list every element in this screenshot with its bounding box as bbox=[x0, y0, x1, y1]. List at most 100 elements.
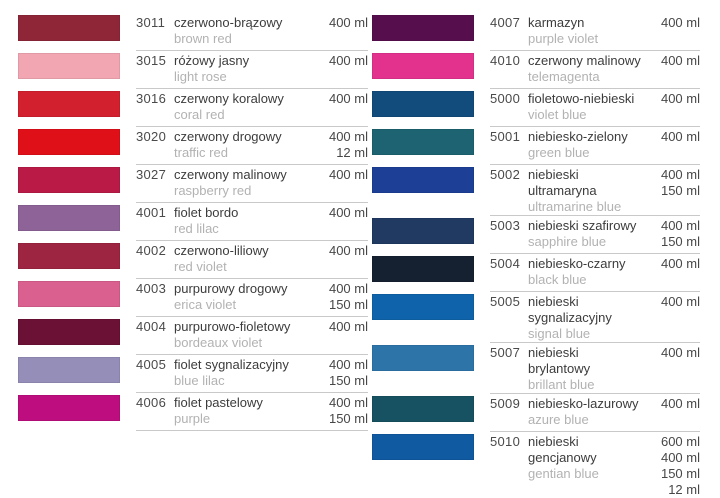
volume-list: 400 ml bbox=[310, 205, 368, 240]
color-name-english: sapphire blue bbox=[528, 234, 607, 249]
color-name-polish: purpurowy drogowy bbox=[174, 281, 288, 296]
color-row-info: 4006 fiolet pastelowy purple 400 ml 150 m… bbox=[136, 393, 368, 431]
color-name-polish: fiolet sygnalizacyjny bbox=[174, 357, 289, 372]
color-row: 4005 fiolet sygnalizacyjny blue lilac 40… bbox=[18, 355, 368, 393]
volume-list: 400 ml bbox=[310, 167, 368, 202]
color-name-polish: czerwony koralowy bbox=[174, 91, 284, 106]
volume-list: 400 ml bbox=[642, 91, 700, 126]
color-name-english: ultramarine blue bbox=[528, 199, 622, 214]
color-row-info: 5009 niebiesko-lazurowy azure blue 400 m… bbox=[490, 394, 700, 432]
volume-label: 400 ml bbox=[660, 218, 700, 233]
color-name-polish: niebieski brylantowy bbox=[528, 345, 591, 376]
color-row: 5004 niebiesko-czarny black blue 400 ml bbox=[372, 254, 700, 292]
volume-list: 400 ml bbox=[642, 129, 700, 164]
color-row-info: 4004 purpurowo-fioletowy bordeaux violet… bbox=[136, 317, 368, 355]
color-row-info: 4007 karmazyn purple violet 400 ml bbox=[490, 13, 700, 51]
volume-label: 150 ml bbox=[328, 373, 368, 388]
color-name-english: azure blue bbox=[528, 412, 589, 427]
volume-label: 400 ml bbox=[328, 15, 368, 30]
volume-label: 600 ml bbox=[660, 434, 700, 449]
color-name-polish: karmazyn bbox=[528, 15, 585, 30]
color-row-info: 5002 niebieski ultramaryna ultramarine b… bbox=[490, 165, 700, 216]
volume-label: 400 ml bbox=[660, 167, 700, 182]
color-row-info: 3011 czerwono-brązowy brown red 400 ml bbox=[136, 13, 368, 51]
volume-list: 400 ml bbox=[310, 53, 368, 88]
color-name-polish: niebieski ultramaryna bbox=[528, 167, 597, 198]
color-row: 3015 różowy jasny light rose 400 ml bbox=[18, 51, 368, 89]
color-name-polish: niebieski sygnalizacyjny bbox=[528, 294, 612, 325]
color-code: 5001 bbox=[490, 129, 521, 144]
color-row: 3027 czerwony malinowy raspberry red 400… bbox=[18, 165, 368, 203]
volume-list: 400 ml bbox=[310, 91, 368, 126]
volume-label: 400 ml bbox=[328, 395, 368, 410]
color-names: różowy jasny light rose bbox=[174, 53, 310, 88]
color-name-english: violet blue bbox=[528, 107, 587, 122]
color-row-info: 4001 fiolet bordo red lilac 400 ml bbox=[136, 203, 368, 241]
color-row-info: 5005 niebieski sygnalizacyjny signal blu… bbox=[490, 292, 700, 343]
color-code: 4006 bbox=[136, 395, 167, 410]
color-row-info: 4005 fiolet sygnalizacyjny blue lilac 40… bbox=[136, 355, 368, 393]
color-name-polish: różowy jasny bbox=[174, 53, 250, 68]
color-row-info: 3016 czerwony koralowy coral red 400 ml bbox=[136, 89, 368, 127]
color-row-info: 4002 czerwono-liliowy red violet 400 ml bbox=[136, 241, 368, 279]
volume-label: 150 ml bbox=[328, 297, 368, 312]
color-names: karmazyn purple violet bbox=[528, 15, 642, 50]
color-code: 3027 bbox=[136, 167, 167, 182]
color-name-polish: fiolet pastelowy bbox=[174, 395, 263, 410]
color-code: 4002 bbox=[136, 243, 167, 258]
volume-label: 400 ml bbox=[328, 53, 368, 68]
color-code: 5000 bbox=[490, 91, 521, 106]
color-name-english: purple violet bbox=[528, 31, 599, 46]
color-name-english: telemagenta bbox=[528, 69, 600, 84]
color-name-english: red lilac bbox=[174, 221, 219, 236]
color-name-english: light rose bbox=[174, 69, 227, 84]
color-names: czerwono-brązowy brown red bbox=[174, 15, 310, 50]
color-code: 3011 bbox=[136, 15, 166, 30]
color-swatch bbox=[18, 319, 120, 345]
volume-list: 600 ml 400 ml 150 ml 12 ml bbox=[642, 434, 700, 498]
color-swatch bbox=[18, 205, 120, 231]
color-name-polish: fiolet bordo bbox=[174, 205, 239, 220]
volume-label: 400 ml bbox=[328, 167, 368, 182]
volume-label: 400 ml bbox=[660, 294, 700, 309]
color-row: 4007 karmazyn purple violet 400 ml bbox=[372, 13, 700, 51]
color-swatch bbox=[372, 294, 474, 320]
color-names: niebiesko-czarny black blue bbox=[528, 256, 642, 291]
color-name-polish: niebieski gencjanowy bbox=[528, 434, 597, 465]
color-code: 3016 bbox=[136, 91, 167, 106]
volume-list: 400 ml 150 ml bbox=[310, 281, 368, 316]
color-row: 4003 purpurowy drogowy erica violet 400 … bbox=[18, 279, 368, 317]
color-row-info: 5003 niebieski szafirowy sapphire blue 4… bbox=[490, 216, 700, 254]
color-swatch bbox=[372, 345, 474, 371]
catalog-column-right: 4007 karmazyn purple violet 400 ml 4010 … bbox=[368, 13, 720, 498]
color-row-info: 5000 fioletowo-niebieski violet blue 400… bbox=[490, 89, 700, 127]
color-code: 5003 bbox=[490, 218, 521, 233]
color-name-polish: purpurowo-fioletowy bbox=[174, 319, 291, 334]
volume-label: 400 ml bbox=[660, 53, 700, 68]
color-swatch bbox=[372, 218, 474, 244]
color-code: 5007 bbox=[490, 345, 521, 360]
color-row: 4006 fiolet pastelowy purple 400 ml 150 m… bbox=[18, 393, 368, 431]
volume-label: 400 ml bbox=[328, 243, 368, 258]
color-row-info: 3015 różowy jasny light rose 400 ml bbox=[136, 51, 368, 89]
color-names: czerwony drogowy traffic red bbox=[174, 129, 310, 164]
color-code: 4003 bbox=[136, 281, 167, 296]
color-name-polish: niebiesko-lazurowy bbox=[528, 396, 639, 411]
volume-label: 150 ml bbox=[660, 183, 700, 198]
color-row: 5002 niebieski ultramaryna ultramarine b… bbox=[372, 165, 700, 216]
color-name-english: raspberry red bbox=[174, 183, 252, 198]
color-names: czerwony koralowy coral red bbox=[174, 91, 310, 126]
volume-label: 150 ml bbox=[660, 466, 700, 481]
color-row: 4002 czerwono-liliowy red violet 400 ml bbox=[18, 241, 368, 279]
color-code: 4007 bbox=[490, 15, 521, 30]
color-swatch bbox=[372, 434, 474, 460]
color-swatch bbox=[18, 357, 120, 383]
color-names: fioletowo-niebieski violet blue bbox=[528, 91, 642, 126]
volume-list: 400 ml bbox=[310, 15, 368, 50]
volume-label: 400 ml bbox=[660, 345, 700, 360]
color-name-english: black blue bbox=[528, 272, 587, 287]
color-names: czerwony malinowy raspberry red bbox=[174, 167, 310, 202]
color-swatch bbox=[372, 396, 474, 422]
volume-list: 400 ml bbox=[310, 243, 368, 278]
